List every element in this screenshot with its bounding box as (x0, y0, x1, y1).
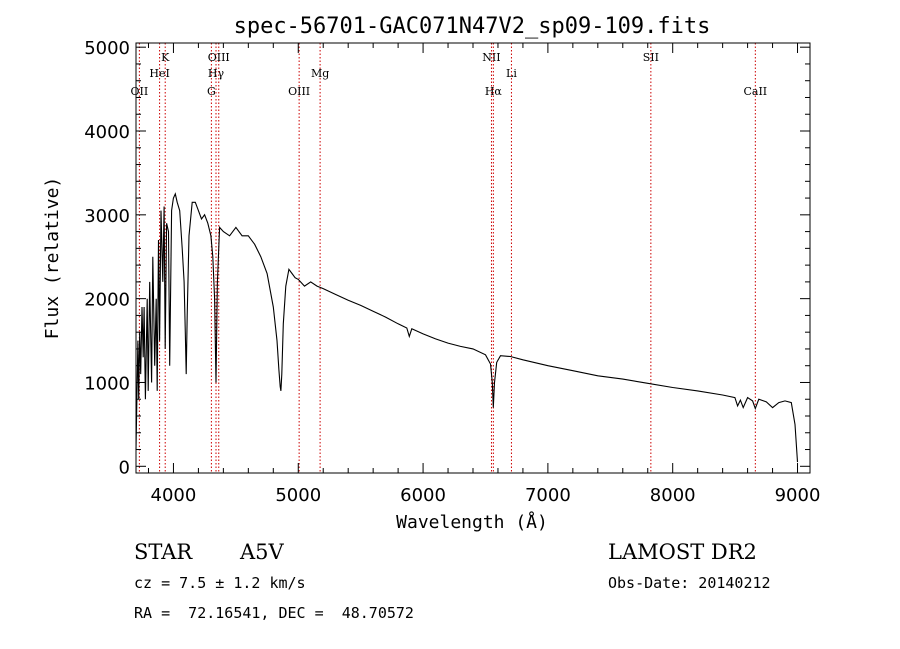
x-tick-label: 5000 (275, 485, 321, 506)
y-tick-label: 1000 (84, 373, 130, 394)
y-tick-label: 0 (119, 457, 130, 478)
spectral-line-label: Mg (311, 67, 329, 80)
x-axis-title: Wavelength (Å) (396, 511, 548, 533)
redshift-value: cz = 7.5 ± 1.2 km/s (134, 574, 306, 592)
spectral-line-label: K (161, 51, 170, 64)
coordinates: RA = 72.16541, DEC = 48.70572 (134, 604, 414, 622)
x-tick-label: 4000 (151, 485, 197, 506)
y-tick-label: 3000 (84, 206, 130, 227)
y-axis: 0 1000 2000 3000 4000 5000 (84, 38, 810, 478)
y-tick-label: 2000 (84, 290, 130, 311)
spectral-line-label: SII (643, 51, 659, 64)
plot-frame (135, 42, 811, 474)
observation-date: Obs-Date: 20140212 (608, 574, 771, 592)
x-tick-label: 9000 (775, 485, 821, 506)
spectral-line-label: Hα (485, 85, 503, 98)
x-axis: 4000 5000 6000 7000 8000 9000 (147, 43, 821, 506)
x-tick-label: 7000 (525, 485, 571, 506)
spectral-line-label: Li (506, 67, 517, 80)
spectral-line-label: HeI (149, 67, 169, 80)
y-axis-title: Flux (relative) (42, 177, 63, 340)
spectral-line-label: NII (482, 51, 500, 64)
spectral-line-label: OIII (208, 51, 230, 64)
spectral-line-label: G (207, 85, 216, 98)
x-tick-label: 6000 (400, 485, 446, 506)
spectrum-line (135, 192, 799, 463)
spectral-line-label: OII (131, 85, 149, 98)
x-tick-label: 8000 (650, 485, 696, 506)
chart-title: spec-56701-GAC071N47V2_sp09-109.fits (234, 14, 711, 39)
object-type: STAR (134, 540, 193, 564)
y-tick-label: 4000 (84, 122, 130, 143)
survey-name: LAMOST DR2 (608, 540, 757, 564)
spectral-line-label: CaII (743, 85, 767, 98)
spectral-class: A5V (240, 540, 284, 564)
y-tick-label: 5000 (84, 38, 130, 59)
spectral-line-label: Hγ (208, 67, 225, 80)
spectral-line-label: OIII (288, 85, 310, 98)
